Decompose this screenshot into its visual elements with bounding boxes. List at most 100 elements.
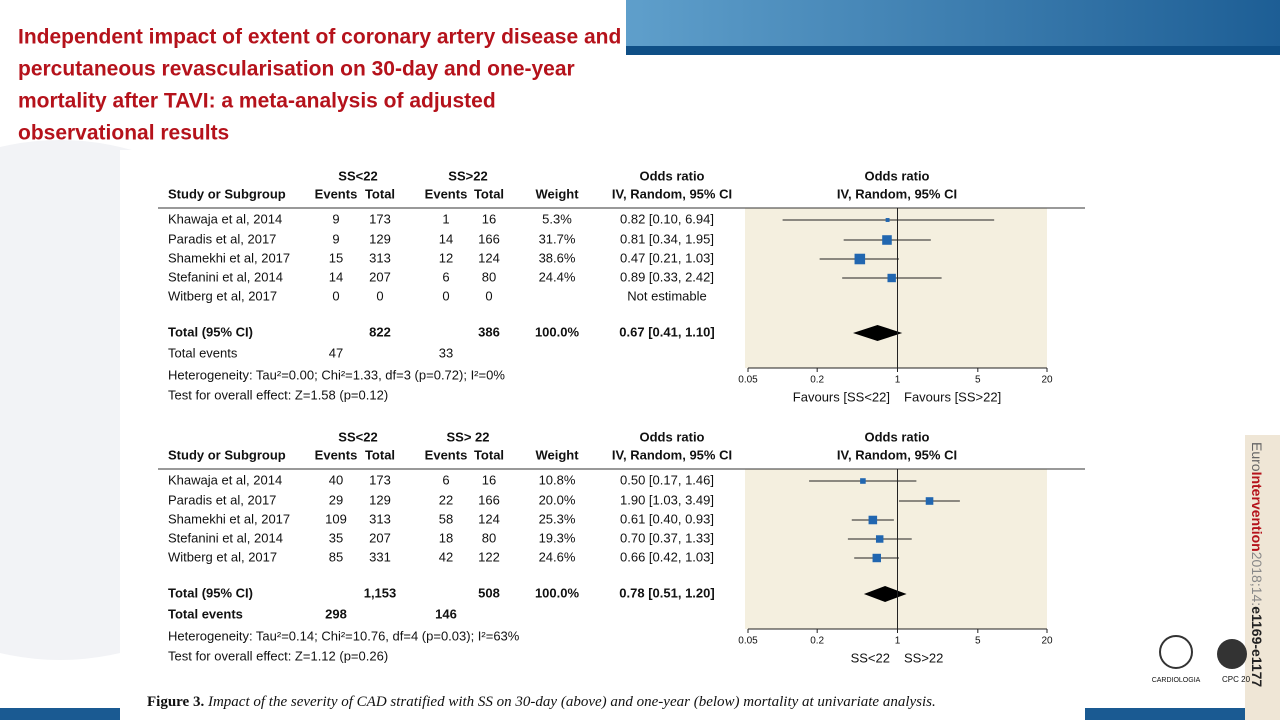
cell: Shamekhi et al, 2017 xyxy=(168,511,290,526)
cell: 14 xyxy=(329,269,343,284)
sidebar-part: e1169-e1177 xyxy=(1249,606,1265,687)
logo xyxy=(1159,635,1193,669)
tick-label: 20 xyxy=(1041,636,1053,647)
group-header: SS> 22 xyxy=(446,429,489,444)
logo-text: CARDIOLOGIA xyxy=(1152,677,1201,684)
cell: 313 xyxy=(369,250,391,265)
cell: 12 xyxy=(439,250,453,265)
total-cell: Total (95% CI) xyxy=(168,324,253,339)
group-header: SS>22 xyxy=(448,168,487,183)
tick-label: 5 xyxy=(975,636,981,647)
cell: 124 xyxy=(478,250,500,265)
banner xyxy=(626,0,1280,55)
estimate xyxy=(887,273,896,283)
cell: 166 xyxy=(478,492,500,507)
column-header: Total xyxy=(474,447,504,462)
cell: 124 xyxy=(478,511,500,526)
estimate xyxy=(875,535,884,543)
overall-effect: Test for overall effect: Z=1.12 (p=0.26) xyxy=(168,648,388,663)
cell: 331 xyxy=(369,549,391,564)
total-events: Total events xyxy=(168,345,238,360)
total-cell: 386 xyxy=(478,324,500,339)
cell: 207 xyxy=(369,530,391,545)
column-header: Weight xyxy=(535,447,579,462)
cell: 313 xyxy=(369,511,391,526)
estimate xyxy=(882,235,892,245)
total-events: 47 xyxy=(329,345,343,360)
cell: 1 xyxy=(442,211,449,226)
column-header: Odds ratio xyxy=(864,168,929,183)
heterogeneity: Heterogeneity: Tau²=0.00; Chi²=1.33, df=… xyxy=(168,367,505,382)
cell: 0.70 [0.37, 1.33] xyxy=(620,530,714,545)
column-header: IV, Random, 95% CI xyxy=(612,186,732,201)
cell: 85 xyxy=(329,549,343,564)
cell: 16 xyxy=(482,472,496,487)
cell: 9 xyxy=(332,211,339,226)
cell: 0 xyxy=(442,288,449,303)
cell: 18 xyxy=(439,530,453,545)
favours-label: SS>22 xyxy=(904,650,943,665)
diamond xyxy=(863,586,907,602)
favours-label: Favours [SS<22] xyxy=(793,389,890,404)
cell: 40 xyxy=(329,472,343,487)
cell: 0.82 [0.10, 6.94] xyxy=(620,211,714,226)
cell: 16 xyxy=(482,211,496,226)
column-header: IV, Random, 95% CI xyxy=(837,186,957,201)
cell: 173 xyxy=(369,472,391,487)
total-cell: Total (95% CI) xyxy=(168,585,253,600)
column-header: IV, Random, 95% CI xyxy=(612,447,732,462)
cell: 0.89 [0.33, 2.42] xyxy=(620,269,714,284)
title-line: observational results xyxy=(18,122,229,145)
tick-label: 1 xyxy=(895,636,901,647)
column-header: IV, Random, 95% CI xyxy=(837,447,957,462)
cell: 0 xyxy=(376,288,383,303)
cell: 109 xyxy=(325,511,347,526)
caption-text: Impact of the severity of CAD stratified… xyxy=(207,694,936,710)
cell: 6 xyxy=(442,472,449,487)
sidebar-part: Euro xyxy=(1249,442,1265,472)
cell: 173 xyxy=(369,211,391,226)
cell: 0 xyxy=(332,288,339,303)
estimate xyxy=(854,253,866,265)
column-header: Events xyxy=(315,447,358,462)
sidebar-part: 2018;14: xyxy=(1249,552,1265,607)
cell: 15 xyxy=(329,250,343,265)
cell: 166 xyxy=(478,231,500,246)
tick-label: 0.05 xyxy=(738,636,758,647)
total-cell: 100.0% xyxy=(535,324,580,339)
cell: 10.8% xyxy=(539,472,576,487)
cell: 24.6% xyxy=(539,549,576,564)
banner-strip xyxy=(626,46,1280,55)
sidebar-box xyxy=(1245,435,1280,720)
diamond xyxy=(853,325,903,341)
sidebar-part: Intervention xyxy=(1249,472,1265,552)
column-header: Odds ratio xyxy=(639,429,704,444)
tick-label: 0.05 xyxy=(738,375,758,386)
cell: 38.6% xyxy=(539,250,576,265)
group-header: SS<22 xyxy=(338,429,377,444)
cell: 22 xyxy=(439,492,453,507)
heterogeneity: Heterogeneity: Tau²=0.14; Chi²=10.76, df… xyxy=(168,628,520,643)
cell: 31.7% xyxy=(539,231,576,246)
cell: 6 xyxy=(442,269,449,284)
cell: Not estimable xyxy=(627,288,706,303)
sidebar-text: EuroIntervention2018;14:e1169-e1177 xyxy=(1249,442,1265,687)
cell: 80 xyxy=(482,269,496,284)
column-header: Study or Subgroup xyxy=(168,186,286,201)
column-header: Odds ratio xyxy=(864,429,929,444)
total-events: 146 xyxy=(435,606,457,621)
column-header: Weight xyxy=(535,186,579,201)
total-cell: 0.67 [0.41, 1.10] xyxy=(619,324,714,339)
logo xyxy=(1217,639,1247,669)
cell: 129 xyxy=(369,231,391,246)
cell: Paradis et al, 2017 xyxy=(168,492,276,507)
cell: Stefanini et al, 2014 xyxy=(168,269,283,284)
total-cell: 0.78 [0.51, 1.20] xyxy=(619,585,714,600)
cell: 24.4% xyxy=(539,269,576,284)
cell: 1.90 [1.03, 3.49] xyxy=(620,492,714,507)
cell: 42 xyxy=(439,549,453,564)
column-header: Odds ratio xyxy=(639,168,704,183)
estimate xyxy=(868,515,878,525)
column-header: Total xyxy=(474,186,504,201)
column-header: Study or Subgroup xyxy=(168,447,286,462)
